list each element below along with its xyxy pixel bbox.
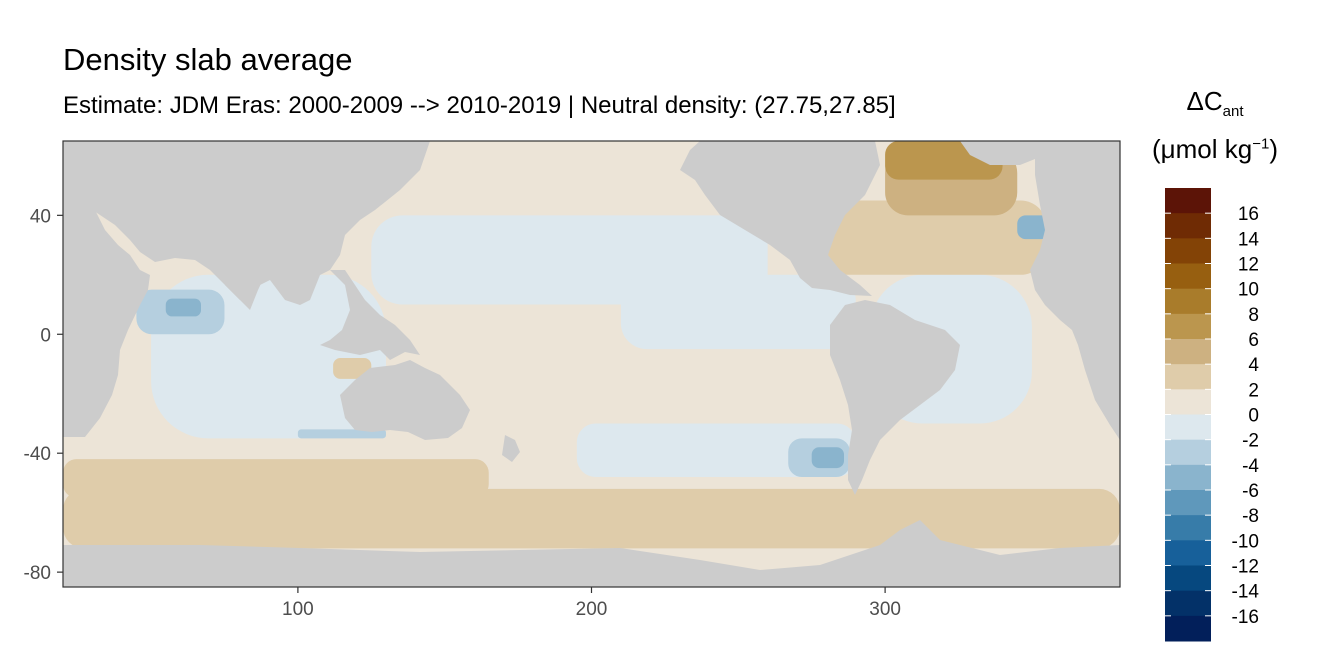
legend-label: -6 xyxy=(1242,481,1259,502)
legend-label: 2 xyxy=(1248,380,1259,401)
land-layer xyxy=(63,141,1120,587)
legend-swatch xyxy=(1165,364,1211,390)
legend-swatch xyxy=(1165,313,1211,340)
y-tick-label: -40 xyxy=(24,444,51,465)
legend-swatch xyxy=(1165,590,1211,617)
region-15 xyxy=(1017,215,1050,240)
legend-label: 12 xyxy=(1238,255,1259,276)
land-new-zealand xyxy=(502,435,520,462)
legend-swatch xyxy=(1165,490,1211,516)
legend-label: 16 xyxy=(1238,204,1259,225)
chart-subtitle: Estimate: JDM Eras: 2000-2009 --> 2010-2… xyxy=(63,92,896,119)
region-10 xyxy=(811,447,845,469)
legend-title-subscript: ant xyxy=(1222,103,1244,121)
x-tick-label: 200 xyxy=(576,599,608,620)
legend-label: 4 xyxy=(1248,355,1259,376)
land-eurasia xyxy=(63,141,430,305)
legend-swatch xyxy=(1165,389,1211,415)
region-6 xyxy=(620,274,856,350)
region-16 xyxy=(333,358,372,379)
x-tick-label: 100 xyxy=(282,599,314,620)
map-panel xyxy=(63,141,1120,587)
legend-label: -16 xyxy=(1232,607,1259,628)
region-0 xyxy=(63,488,1120,549)
legend-unit: (μmol kg−1) xyxy=(1150,134,1280,165)
land-australia xyxy=(340,360,470,440)
legend-title: ΔCant xyxy=(1150,86,1280,120)
legend-unit-base: (μmol kg xyxy=(1152,134,1253,164)
y-tick-label: -80 xyxy=(24,563,51,584)
land-india xyxy=(225,270,265,310)
legend-label: -4 xyxy=(1242,456,1259,477)
x-tick-label: 300 xyxy=(869,599,901,620)
legend-unit-superscript: −1 xyxy=(1252,135,1270,153)
y-tick-label: 40 xyxy=(30,206,51,227)
legend-label: 0 xyxy=(1248,406,1259,427)
legend-swatch xyxy=(1165,339,1211,365)
region-4 xyxy=(165,298,201,317)
legend-swatch xyxy=(1165,188,1211,214)
region-11 xyxy=(297,429,386,439)
legend-swatch xyxy=(1165,565,1211,592)
y-tick-label: 0 xyxy=(40,325,51,346)
region-8 xyxy=(576,423,856,477)
legend-swatch xyxy=(1165,414,1211,441)
legend-swatch xyxy=(1165,439,1211,466)
legend-swatch xyxy=(1165,515,1211,541)
legend-swatch xyxy=(1165,213,1211,239)
land-europe-west-africa xyxy=(1030,141,1120,440)
land-south-america xyxy=(830,300,960,495)
region-1 xyxy=(63,459,489,498)
legend-label: -10 xyxy=(1232,531,1259,552)
chart-title: Density slab average xyxy=(63,42,353,77)
land-africa-east xyxy=(63,141,150,437)
legend-label: 8 xyxy=(1248,305,1259,326)
land-antarctica xyxy=(63,520,1120,587)
legend-unit-end: ) xyxy=(1269,134,1278,164)
legend-label: -2 xyxy=(1242,431,1259,452)
legend-colorbar: 16 14 12 10 8 6 4 2 0 -2 -4 -6 -8 -10 -12 -14 -16 xyxy=(1165,188,1259,642)
region-12 xyxy=(811,200,1047,275)
land-north-america xyxy=(680,141,880,296)
legend-swatch xyxy=(1165,288,1211,315)
legend-label: -8 xyxy=(1242,506,1259,527)
legend-swatch xyxy=(1165,263,1211,290)
legend-label: 14 xyxy=(1238,229,1260,250)
legend-title-main: ΔC xyxy=(1186,86,1223,116)
legend-label: 6 xyxy=(1248,330,1259,351)
legend-swatch xyxy=(1165,238,1211,264)
legend-label: -12 xyxy=(1232,557,1259,578)
legend-swatch xyxy=(1165,464,1211,491)
land-se-asia xyxy=(320,270,420,360)
legend-label: 10 xyxy=(1238,280,1259,301)
legend-swatch xyxy=(1165,540,1211,566)
legend-label: -14 xyxy=(1232,582,1260,603)
legend-swatch xyxy=(1165,615,1211,642)
